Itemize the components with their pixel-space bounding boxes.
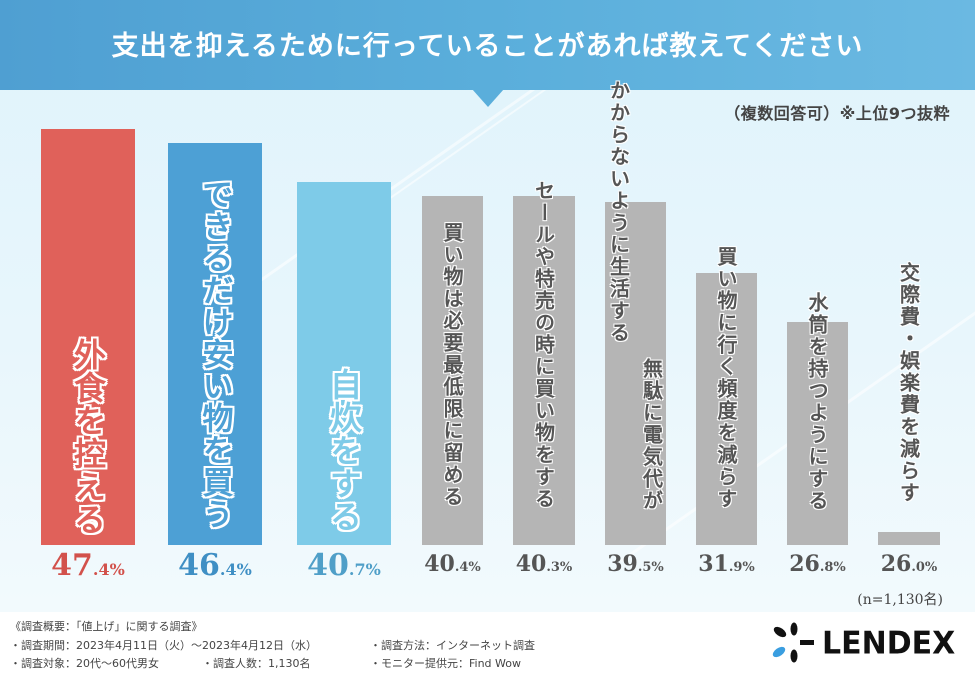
category-label: セールや特売の時に買い物をする [513, 180, 575, 510]
bar [605, 202, 666, 545]
category-label: できるだけ安い物を買う [168, 178, 262, 530]
value-label-integer: 40 [515, 551, 547, 577]
value-label: 46.4% [148, 548, 282, 583]
bar [297, 182, 391, 545]
category-label: 自炊をする [297, 368, 391, 533]
survey-target: ・調査対象：20代～60代男女 [10, 657, 159, 670]
survey-respondents: ・調査人数：1,130名 [202, 657, 311, 670]
value-label-integer: 39 [607, 551, 638, 577]
bar [168, 143, 262, 545]
value-label-decimal: .9% [728, 560, 755, 575]
value-label-integer: 46 [178, 548, 220, 583]
value-label: 26.0% [858, 551, 960, 577]
survey-method: ・調査方法：インターネット調査 [370, 639, 535, 652]
value-label-integer: 40 [424, 551, 455, 577]
category-label: 水筒を持つようにする [787, 292, 848, 512]
category-label-line: 買い物は必要最低限に留める [440, 222, 464, 508]
category-label-line: 買い物に行く頻度を減らす [714, 246, 738, 510]
category-label-line: 無駄に電気代が [639, 358, 664, 512]
category-label: 無駄に電気代が かからないように生活する [605, 80, 666, 512]
value-label: 40.7% [277, 548, 411, 583]
title-pointer [472, 89, 504, 107]
title-banner: 支出を抑えるために行っていることがあれば教えてください [0, 0, 975, 90]
category-label-line: セールや特売の時に買い物をする [531, 180, 556, 510]
value-label-integer: 26 [789, 551, 820, 577]
bar [696, 273, 757, 545]
value-label: 47.4% [21, 548, 155, 583]
value-label: 26.8% [767, 551, 868, 577]
value-label: 31.9% [676, 551, 777, 577]
bar-chart: 外食を控える 47.4% できるだけ安い物を買う 46.4% 自炊をする 40.7% 買い物… [21, 80, 960, 583]
category-label: 買い物に行く頻度を減らす [696, 246, 757, 510]
category-label-line: 交際費・娯楽費を減らす [896, 262, 921, 504]
logo-blue-petal [772, 646, 786, 658]
value-label: 40.4% [402, 551, 503, 577]
bar [787, 322, 848, 545]
value-label-integer: 31 [698, 551, 729, 577]
value-label-decimal: .5% [637, 560, 664, 575]
value-label: 39.5% [585, 551, 686, 577]
value-label: 40.3% [493, 551, 595, 577]
value-label-decimal: .7% [348, 560, 381, 579]
bar [513, 196, 575, 545]
value-label-decimal: .4% [219, 560, 252, 579]
chart-title: 支出を抑えるために行っていることがあれば教えてください [111, 30, 864, 62]
survey-period: ・調査期間：2023年4月11日（火）～2023年4月12日（水） [10, 639, 317, 652]
bar [878, 532, 940, 545]
category-label-line: できるだけ安い物を買う [196, 178, 233, 530]
lendex-logo: LENDEX [770, 622, 955, 664]
category-label: 交際費・娯楽費を減らす [878, 262, 940, 504]
value-label-decimal: .4% [454, 560, 481, 575]
category-label: 買い物は必要最低限に留める [422, 222, 483, 508]
survey-heading: 《調査概要：「値上げ」に関する調査》 [10, 620, 203, 633]
value-label-integer: 40 [307, 548, 349, 583]
value-label-integer: 47 [51, 548, 93, 583]
category-label-line: 外食を控える [69, 338, 107, 536]
value-label-decimal: .4% [92, 560, 125, 579]
lendex-flower-icon [772, 622, 814, 663]
value-label-decimal: .3% [546, 560, 573, 575]
bar [422, 196, 483, 545]
category-label: 外食を控える [41, 338, 135, 536]
category-label-line: 水筒を持つようにする [805, 292, 829, 512]
category-label-line: 自炊をする [325, 368, 363, 533]
value-label-decimal: .8% [819, 560, 846, 575]
bar [41, 129, 135, 545]
sample-size: (n=1,130名) [857, 592, 943, 608]
value-label-decimal: .0% [911, 560, 938, 575]
survey-provider: ・モニター提供元：Find Wow [370, 657, 521, 670]
chart-note: （複数回答可）※上位9つ抜粋 [724, 104, 950, 123]
value-label-integer: 26 [880, 551, 912, 577]
category-label-line: かからないように生活する [606, 80, 631, 344]
logo-text: LENDEX [822, 624, 956, 662]
